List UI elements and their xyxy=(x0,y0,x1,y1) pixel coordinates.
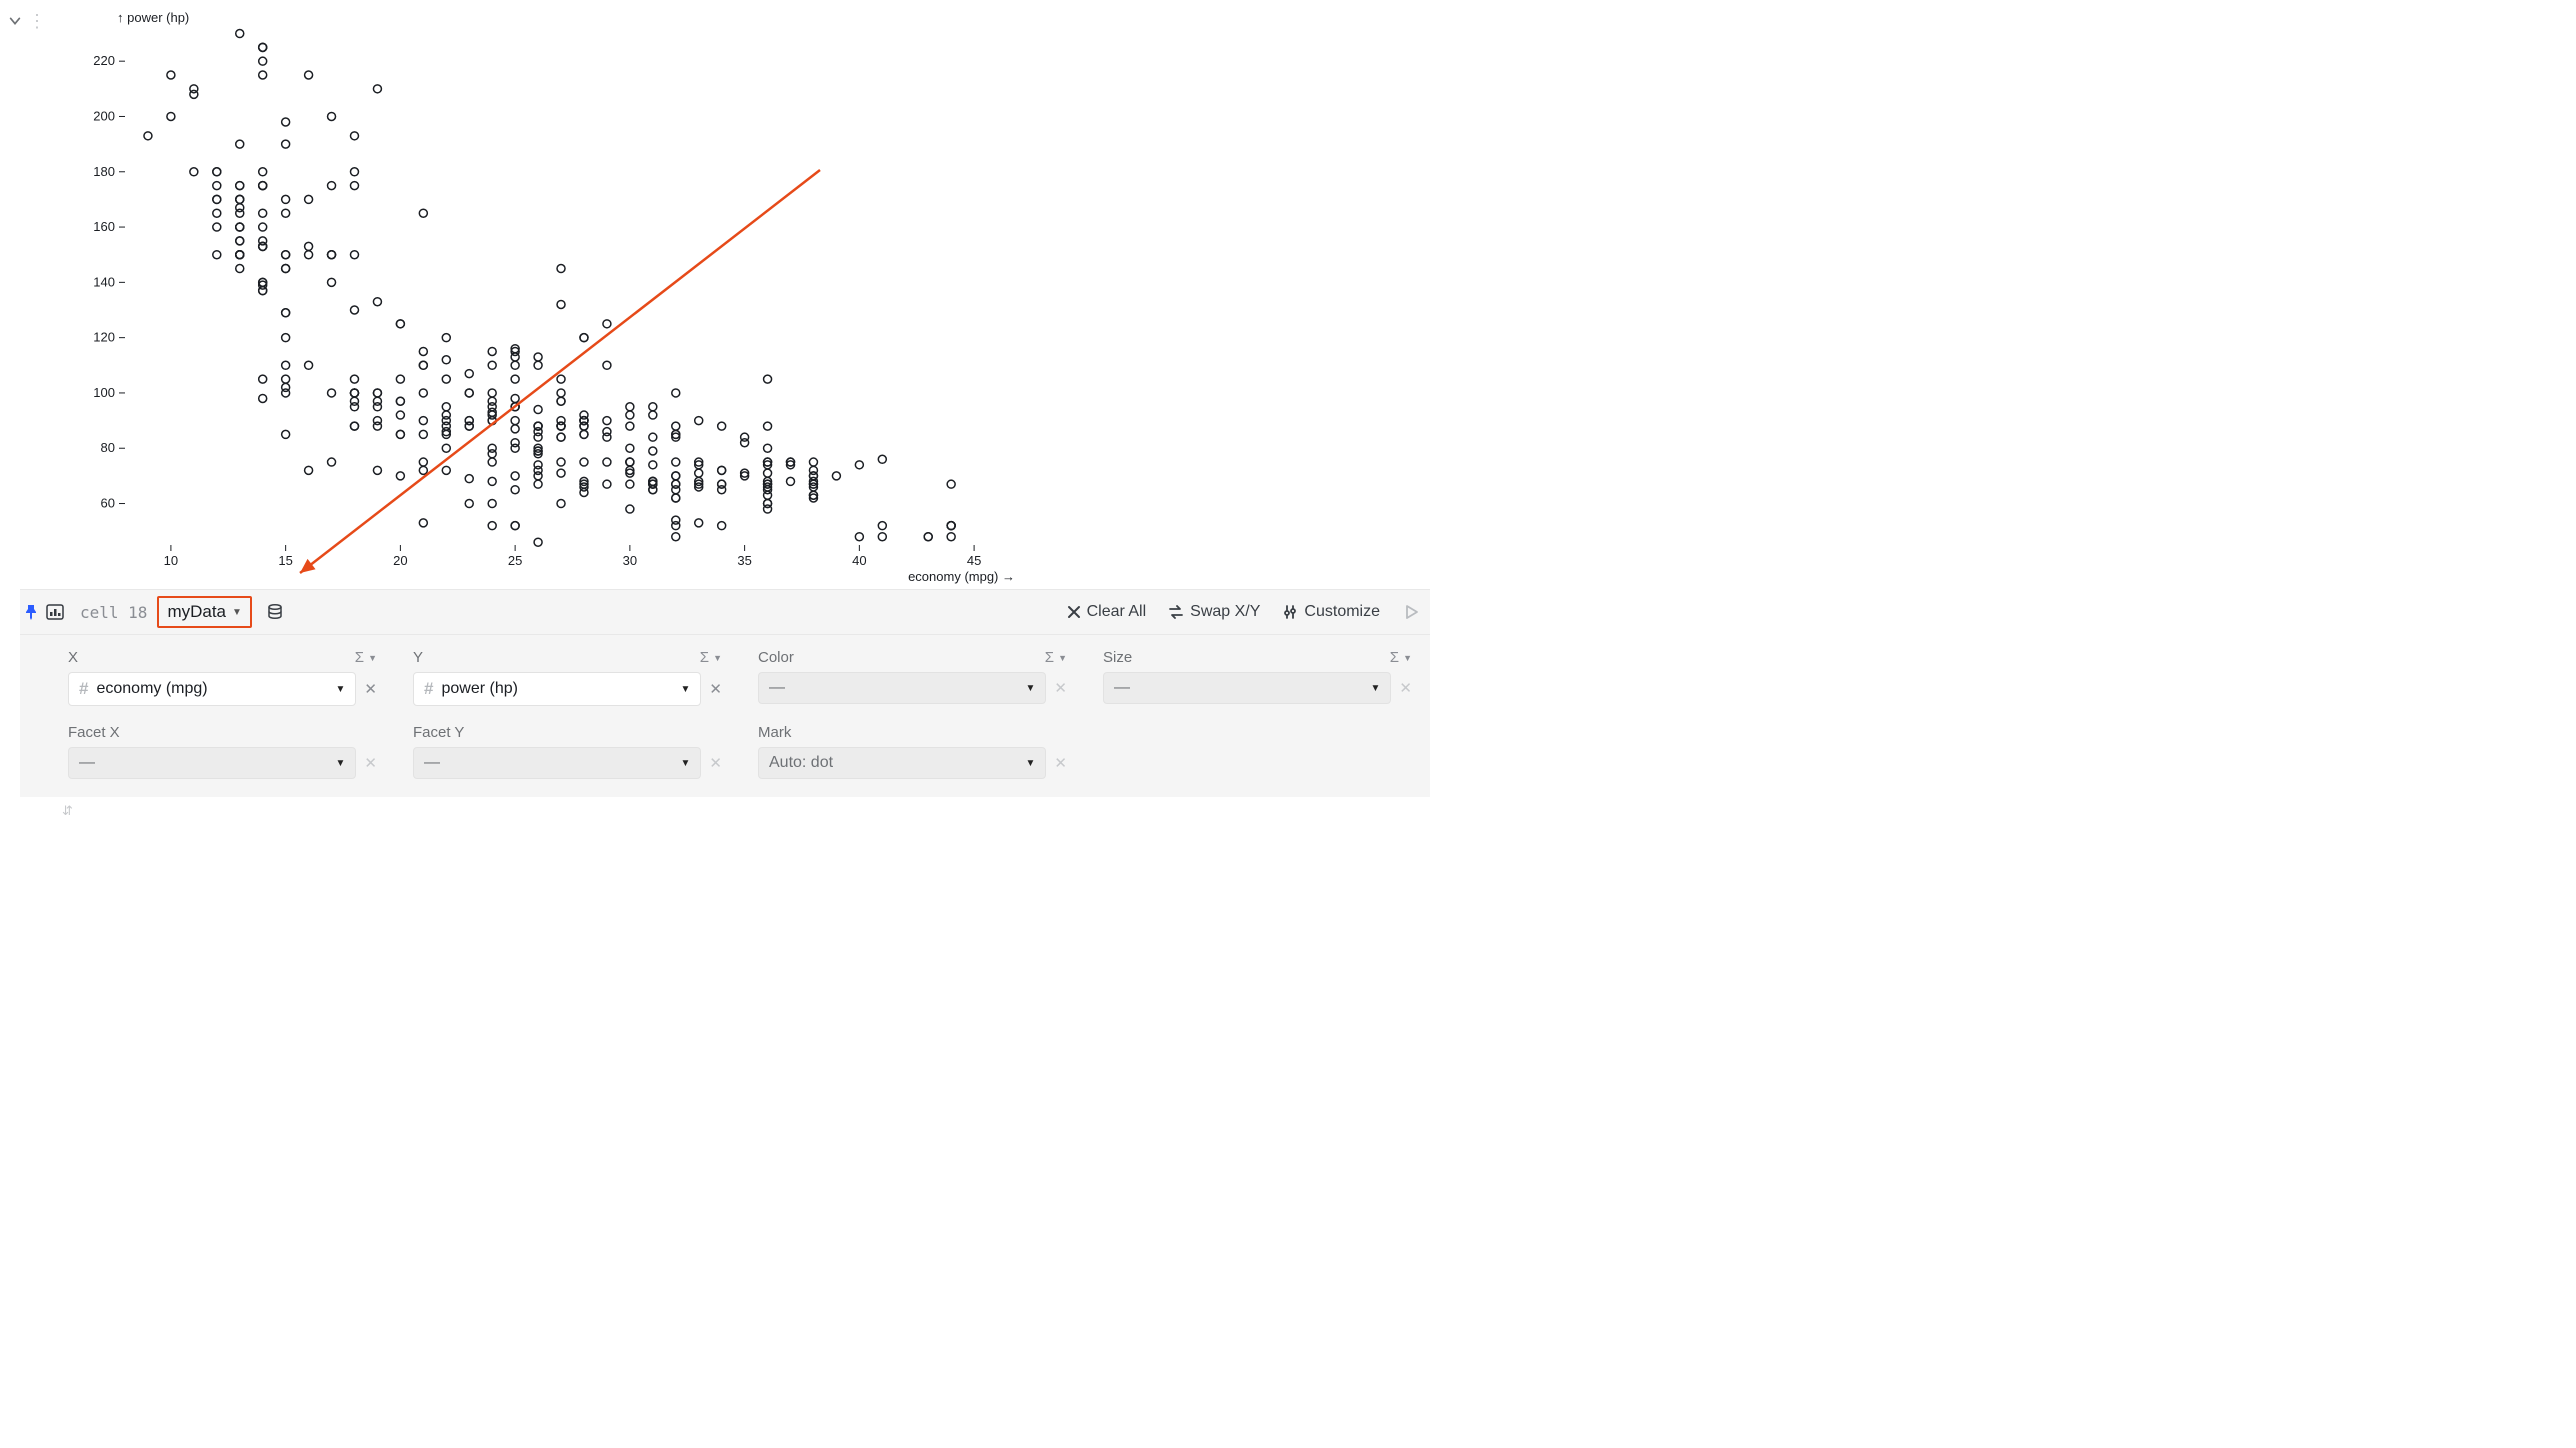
channel-y: Y Σ▼ # power (hp) ▼ ✕ xyxy=(413,649,722,706)
channel-mark-label: Mark xyxy=(758,724,791,741)
scatter-chart: 60 80 100 120 140 160 180 200 220 ↑ power (hp) 10 1… xyxy=(70,10,1030,585)
caret-down-icon: ▼ xyxy=(681,758,691,769)
channel-facet-y: Facet Y — ▼ ✕ xyxy=(413,724,722,779)
notebook-cell-container: ⋮ 60 80 100 120 140 160 180 200 220 ↑ power (hp) 1… xyxy=(0,0,1450,839)
color-field-value: — xyxy=(769,679,785,697)
svg-text:30: 30 xyxy=(623,553,637,568)
mark-field-value: Auto: dot xyxy=(769,754,833,772)
svg-text:200: 200 xyxy=(93,108,115,123)
cell-name-label: cell 18 xyxy=(80,603,147,622)
svg-text:25: 25 xyxy=(508,553,522,568)
customize-button[interactable]: Customize xyxy=(1282,603,1380,621)
svg-text:180: 180 xyxy=(93,164,115,179)
aggregate-size-button[interactable]: Σ▼ xyxy=(1390,649,1412,666)
channel-facet-x: Facet X — ▼ ✕ xyxy=(68,724,377,779)
channel-y-label: Y xyxy=(413,649,423,666)
facet-x-clear-button[interactable]: ✕ xyxy=(364,754,377,772)
aggregate-x-button[interactable]: Σ▼ xyxy=(355,649,377,666)
caret-down-icon: ▼ xyxy=(1026,758,1036,769)
facet-x-field-select[interactable]: — ▼ xyxy=(68,747,356,779)
data-source-label: myData xyxy=(167,602,226,622)
caret-down-icon: ▼ xyxy=(336,758,346,769)
size-field-select[interactable]: — ▼ xyxy=(1103,672,1391,704)
svg-text:120: 120 xyxy=(93,330,115,345)
aggregate-y-button[interactable]: Σ▼ xyxy=(700,649,722,666)
chart-svg: 60 80 100 120 140 160 180 200 220 ↑ power (hp) 10 1… xyxy=(70,10,1030,585)
size-field-value: — xyxy=(1114,679,1130,697)
pin-icon[interactable] xyxy=(24,604,38,620)
sliders-icon xyxy=(1282,604,1298,620)
x-field-value: economy (mpg) xyxy=(96,680,207,698)
size-clear-button[interactable]: ✕ xyxy=(1399,679,1412,697)
svg-text:80: 80 xyxy=(101,440,115,455)
x-clear-button[interactable]: ✕ xyxy=(364,680,377,698)
close-icon xyxy=(1067,605,1081,619)
customize-label: Customize xyxy=(1304,603,1380,621)
caret-down-icon: ▼ xyxy=(681,684,691,695)
swap-icon xyxy=(1168,605,1184,619)
clear-all-button[interactable]: Clear All xyxy=(1067,603,1147,621)
channel-facet-x-label: Facet X xyxy=(68,724,120,741)
caret-down-icon: ▼ xyxy=(232,607,242,618)
facet-y-field-value: — xyxy=(424,754,440,772)
svg-text:160: 160 xyxy=(93,219,115,234)
caret-down-icon: ▼ xyxy=(336,684,346,695)
svg-text:40: 40 xyxy=(852,553,866,568)
channel-mark: Mark Auto: dot ▼ ✕ xyxy=(758,724,1067,779)
channel-size: Size Σ▼ — ▼ ✕ xyxy=(1103,649,1412,706)
database-icon[interactable] xyxy=(266,603,284,621)
y-field-value: power (hp) xyxy=(441,680,517,698)
chart-cell-icon[interactable] xyxy=(46,604,64,620)
channel-x-label: X xyxy=(68,649,78,666)
svg-text:10: 10 xyxy=(164,553,178,568)
channel-color-label: Color xyxy=(758,649,794,666)
chevron-down-icon[interactable] xyxy=(8,14,22,28)
svg-text:economy (mpg) →: economy (mpg) → xyxy=(908,569,1015,584)
cell-toolbar: cell 18 myData ▼ Clear All Swap X/Y Cust… xyxy=(20,589,1430,635)
svg-text:220: 220 xyxy=(93,53,115,68)
color-field-select[interactable]: — ▼ xyxy=(758,672,1046,704)
y-clear-button[interactable]: ✕ xyxy=(709,680,722,698)
facet-x-field-value: — xyxy=(79,754,95,772)
svg-text:60: 60 xyxy=(101,496,115,511)
cell-drag-handle-icon[interactable]: ⋮ xyxy=(28,16,45,26)
hash-icon: # xyxy=(424,679,433,699)
cell-gutter: ⋮ xyxy=(8,14,45,28)
channel-x: X Σ▼ # economy (mpg) ▼ ✕ xyxy=(68,649,377,706)
svg-text:140: 140 xyxy=(93,274,115,289)
channel-facet-y-label: Facet Y xyxy=(413,724,464,741)
facet-y-field-select[interactable]: — ▼ xyxy=(413,747,701,779)
add-cell-handle-icon[interactable]: ⇵ xyxy=(62,803,1430,819)
swap-xy-label: Swap X/Y xyxy=(1190,603,1260,621)
channel-color: Color Σ▼ — ▼ ✕ xyxy=(758,649,1067,706)
data-source-selector[interactable]: myData ▼ xyxy=(157,596,251,628)
caret-down-icon: ▼ xyxy=(1371,683,1381,694)
chart-config-panel: X Σ▼ # economy (mpg) ▼ ✕ Y Σ▼ # power xyxy=(20,635,1430,797)
swap-xy-button[interactable]: Swap X/Y xyxy=(1168,603,1260,621)
caret-down-icon: ▼ xyxy=(1026,683,1036,694)
color-clear-button[interactable]: ✕ xyxy=(1054,679,1067,697)
play-icon[interactable] xyxy=(1402,603,1420,621)
facet-y-clear-button[interactable]: ✕ xyxy=(709,754,722,772)
y-field-select[interactable]: # power (hp) ▼ xyxy=(413,672,701,706)
clear-all-label: Clear All xyxy=(1087,603,1147,621)
hash-icon: # xyxy=(79,679,88,699)
svg-text:100: 100 xyxy=(93,385,115,400)
x-field-select[interactable]: # economy (mpg) ▼ xyxy=(68,672,356,706)
channel-size-label: Size xyxy=(1103,649,1132,666)
svg-text:45: 45 xyxy=(967,553,981,568)
svg-text:15: 15 xyxy=(278,553,292,568)
svg-text:20: 20 xyxy=(393,553,407,568)
mark-field-select[interactable]: Auto: dot ▼ xyxy=(758,747,1046,779)
aggregate-color-button[interactable]: Σ▼ xyxy=(1045,649,1067,666)
svg-text:35: 35 xyxy=(737,553,751,568)
svg-text:↑ power (hp): ↑ power (hp) xyxy=(117,10,189,25)
mark-clear-button[interactable]: ✕ xyxy=(1054,754,1067,772)
